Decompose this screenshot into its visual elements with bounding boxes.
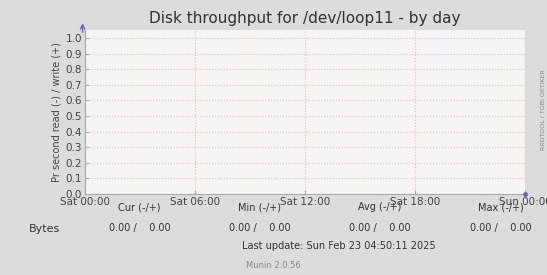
Text: 0.00 /    0.00: 0.00 / 0.00 xyxy=(229,223,290,233)
Text: Bytes: Bytes xyxy=(29,224,60,234)
Text: 0.00 /    0.00: 0.00 / 0.00 xyxy=(470,223,531,233)
Text: Cur (-/+): Cur (-/+) xyxy=(118,202,161,212)
Y-axis label: Pr second read (-) / write (+): Pr second read (-) / write (+) xyxy=(51,42,61,182)
Text: Min (-/+): Min (-/+) xyxy=(238,202,281,212)
Text: Avg (-/+): Avg (-/+) xyxy=(358,202,402,212)
Text: RRDTOOL / TOBI OETIKER: RRDTOOL / TOBI OETIKER xyxy=(540,70,545,150)
Title: Disk throughput for /dev/loop11 - by day: Disk throughput for /dev/loop11 - by day xyxy=(149,11,461,26)
Text: 0.00 /    0.00: 0.00 / 0.00 xyxy=(109,223,170,233)
Text: Munin 2.0.56: Munin 2.0.56 xyxy=(246,261,301,270)
Text: Last update: Sun Feb 23 04:50:11 2025: Last update: Sun Feb 23 04:50:11 2025 xyxy=(242,241,436,251)
Text: Max (-/+): Max (-/+) xyxy=(478,202,523,212)
Text: 0.00 /    0.00: 0.00 / 0.00 xyxy=(350,223,411,233)
